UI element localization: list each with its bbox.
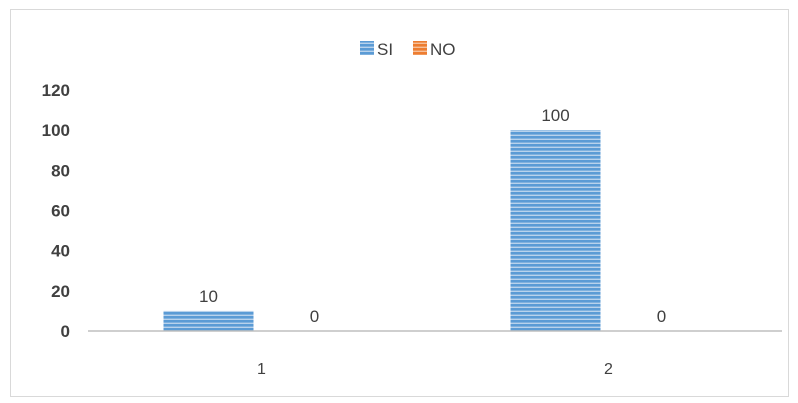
chart-frame: [10, 9, 789, 397]
y-tick-label: 100: [42, 121, 70, 140]
data-label-si-2: 100: [541, 106, 569, 125]
x-tick-label: 1: [257, 361, 266, 378]
legend-label-si: SI: [377, 40, 393, 59]
legend-label-no: NO: [430, 40, 456, 59]
bar-si-1: [163, 310, 254, 331]
bar-si-2: [510, 130, 601, 331]
y-tick-label: 60: [51, 202, 70, 221]
legend-swatch-no: [413, 41, 427, 55]
data-label-no-2: 0: [657, 307, 666, 326]
bars: [163, 130, 601, 331]
data-label-no-1: 0: [310, 307, 319, 326]
y-tick-label: 80: [51, 161, 70, 180]
legend-swatch-si: [360, 41, 374, 55]
x-tick-label: 2: [604, 361, 613, 378]
y-tick-label: 20: [51, 282, 70, 301]
data-label-si-1: 10: [199, 287, 218, 306]
y-axis-ticks: 0 20 40 60 80 100 120: [42, 81, 70, 341]
y-tick-label: 0: [61, 322, 70, 341]
y-tick-label: 120: [42, 81, 70, 100]
legend: SI NO: [360, 40, 456, 59]
y-tick-label: 40: [51, 242, 70, 261]
